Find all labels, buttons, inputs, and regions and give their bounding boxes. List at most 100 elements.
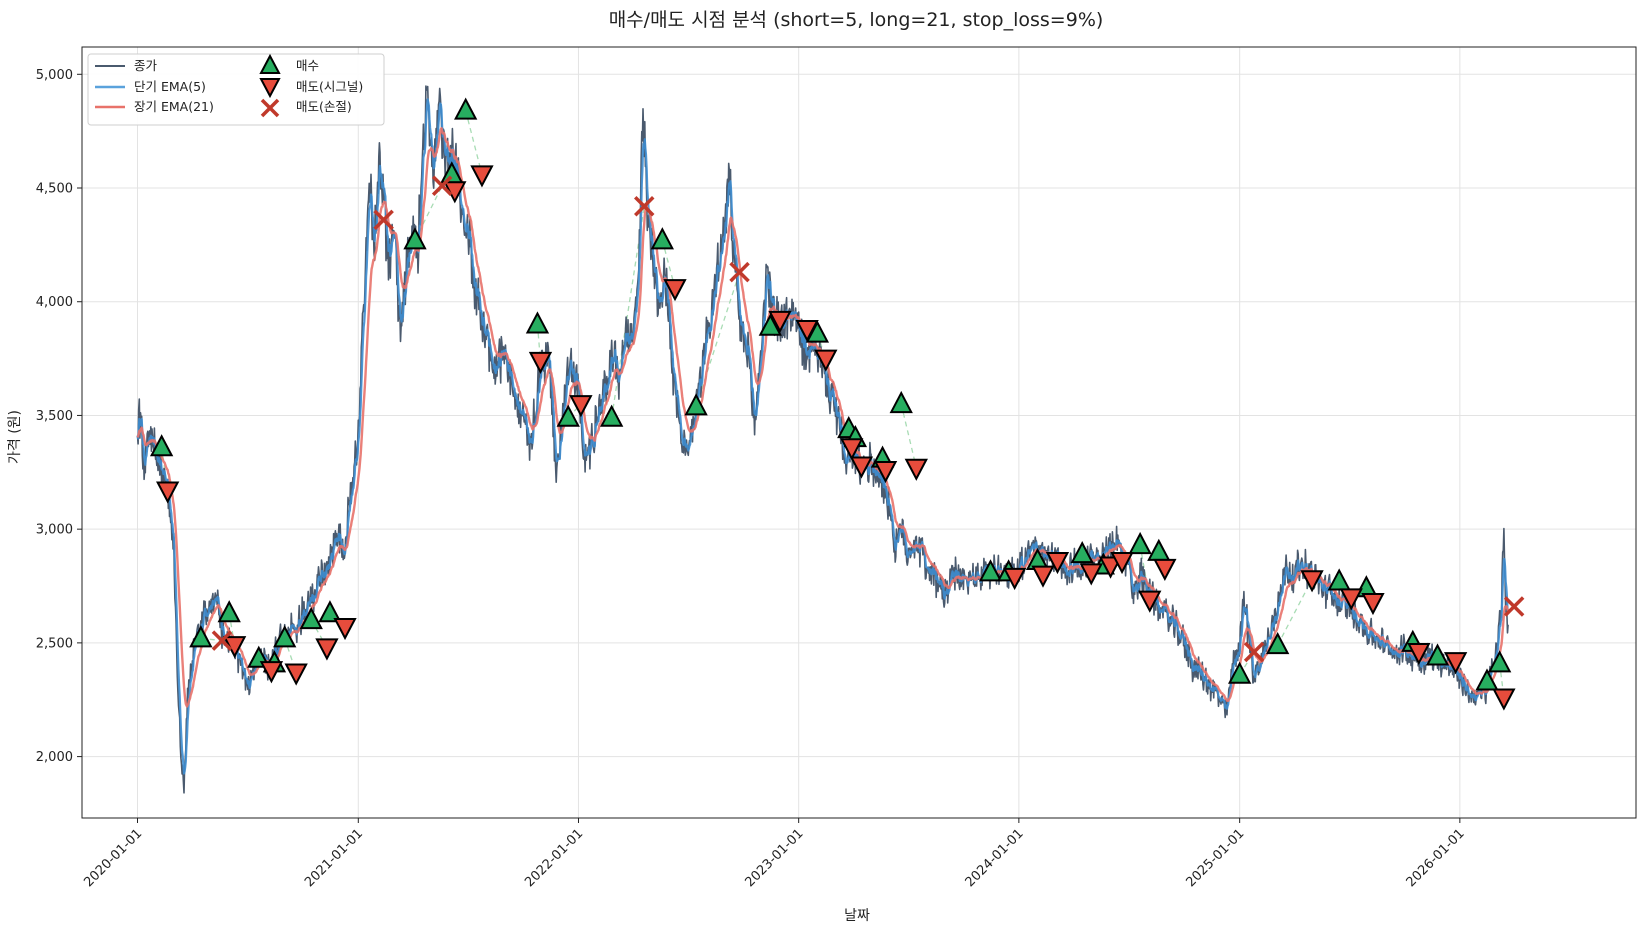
sell-marker bbox=[1110, 552, 1134, 575]
trade-link-line bbox=[465, 110, 483, 175]
sell-marker bbox=[1138, 590, 1162, 613]
sell-marker bbox=[528, 351, 553, 375]
legend-label-close: 종가 bbox=[134, 58, 158, 73]
buy-marker bbox=[318, 600, 342, 623]
sell-marker bbox=[259, 661, 284, 684]
buy-marker bbox=[556, 404, 580, 427]
legend-marker-stop bbox=[260, 98, 280, 118]
sell-marker bbox=[1153, 558, 1177, 581]
sell-marker bbox=[1339, 588, 1363, 611]
sell-marker bbox=[1079, 563, 1103, 586]
sell-marker bbox=[795, 320, 819, 343]
buy-marker bbox=[454, 97, 478, 120]
y-axis-label: 가격 (원) bbox=[7, 410, 23, 464]
trade-link-line bbox=[900, 403, 917, 468]
y-tick-label: 3,500 bbox=[36, 409, 73, 424]
stop-loss-marker bbox=[729, 261, 750, 283]
sell-marker bbox=[284, 663, 308, 686]
buy-marker bbox=[978, 559, 1003, 582]
sell-marker bbox=[768, 310, 792, 334]
buy-marker bbox=[1228, 661, 1252, 684]
stop-loss-marker bbox=[373, 209, 394, 231]
y-tick-label: 4,500 bbox=[36, 182, 73, 197]
x-tick-label: 2024-01-01 bbox=[963, 826, 1027, 890]
buy-marker bbox=[273, 625, 297, 648]
legend-label-stop: 매도(손절) bbox=[296, 99, 352, 114]
sell-marker bbox=[1300, 570, 1324, 593]
y-tick-label: 4,000 bbox=[36, 295, 73, 310]
sell-marker bbox=[873, 461, 898, 484]
y-tick-label: 2,000 bbox=[36, 750, 73, 765]
chart-title: 매수/매도 시점 분석 (short=5, long=21, stop_loss… bbox=[609, 9, 1104, 31]
series-layer bbox=[136, 85, 1510, 794]
buy-marker bbox=[525, 311, 550, 334]
plot-frame bbox=[81, 46, 1637, 819]
buy-marker bbox=[1266, 632, 1290, 655]
legend-marker-sell bbox=[259, 78, 281, 99]
buy-marker bbox=[189, 625, 213, 648]
y-tick-label: 5,000 bbox=[36, 68, 73, 83]
stop-loss-marker bbox=[634, 195, 655, 217]
buy-marker bbox=[403, 227, 427, 250]
buy-marker bbox=[1147, 538, 1171, 561]
x-tick-label: 2020-01-01 bbox=[81, 826, 145, 890]
legend-label-short-ema: 단기 EMA(5) bbox=[134, 79, 206, 94]
legend-box bbox=[87, 53, 385, 126]
legend: 종가 단기 EMA(5) 장기 EMA(21) 매수 매도(시그널) 매도(손절… bbox=[87, 53, 385, 126]
buy-marker bbox=[600, 404, 624, 427]
buy-marker bbox=[1475, 668, 1499, 691]
sell-marker bbox=[1361, 592, 1385, 616]
marker-layer bbox=[149, 97, 1525, 711]
stop-loss-marker bbox=[1243, 641, 1265, 663]
x-axis: 2020-01-01 2021-01-01 2022-01-01 2023-01-01… bbox=[81, 818, 1468, 890]
sell-marker bbox=[904, 458, 928, 481]
legend-label-buy: 매수 bbox=[296, 58, 319, 73]
sell-marker bbox=[840, 438, 864, 461]
sell-marker bbox=[156, 481, 180, 504]
close-price-line bbox=[136, 85, 1509, 794]
buy-marker bbox=[1128, 531, 1152, 555]
sell-marker bbox=[470, 165, 494, 188]
x-tick-label: 2026-01-01 bbox=[1404, 826, 1468, 890]
stop-loss-marker bbox=[211, 630, 233, 651]
sell-marker bbox=[1492, 688, 1516, 711]
y-tick-label: 3,000 bbox=[36, 523, 73, 538]
short-ema-line bbox=[136, 98, 1510, 775]
legend-label-long-ema: 장기 EMA(21) bbox=[134, 99, 214, 114]
buy-marker bbox=[149, 434, 174, 457]
x-tick-label: 2023-01-01 bbox=[742, 826, 806, 890]
sell-marker bbox=[1045, 552, 1070, 575]
sell-marker bbox=[569, 395, 593, 418]
x-tick-label: 2021-01-01 bbox=[302, 826, 366, 890]
sell-marker bbox=[1443, 652, 1468, 675]
sell-marker bbox=[663, 279, 687, 302]
sell-marker bbox=[1002, 567, 1027, 591]
sell-marker bbox=[1098, 556, 1123, 579]
legend-marker-buy bbox=[259, 53, 281, 74]
sell-marker bbox=[315, 638, 339, 661]
x-axis-label: 날짜 bbox=[844, 908, 870, 924]
stop-loss-marker bbox=[1503, 596, 1525, 617]
x-tick-label: 2022-01-01 bbox=[522, 826, 586, 890]
buy-marker bbox=[299, 606, 323, 630]
stop-loss-marker bbox=[431, 175, 453, 196]
buy-marker bbox=[684, 393, 708, 416]
buy-marker bbox=[889, 390, 913, 414]
y-tick-label: 2,500 bbox=[36, 636, 73, 651]
sell-marker bbox=[1031, 565, 1055, 588]
sell-marker bbox=[333, 617, 357, 641]
buy-marker bbox=[1327, 568, 1351, 591]
buy-marker bbox=[1070, 541, 1094, 564]
legend-label-sell: 매도(시그널) bbox=[296, 79, 363, 94]
sell-marker bbox=[814, 349, 838, 372]
sell-marker bbox=[1407, 642, 1431, 666]
buy-marker bbox=[650, 227, 674, 250]
buy-marker bbox=[1425, 643, 1450, 666]
y-axis: 2,000 2,500 3,000 3,500 4,000 4,500 5,000 bbox=[36, 68, 82, 765]
buy-marker bbox=[217, 600, 241, 623]
buy-marker bbox=[758, 313, 782, 336]
trade-link-line bbox=[1277, 578, 1313, 646]
buy-marker bbox=[1488, 650, 1512, 673]
sell-marker bbox=[849, 456, 874, 479]
